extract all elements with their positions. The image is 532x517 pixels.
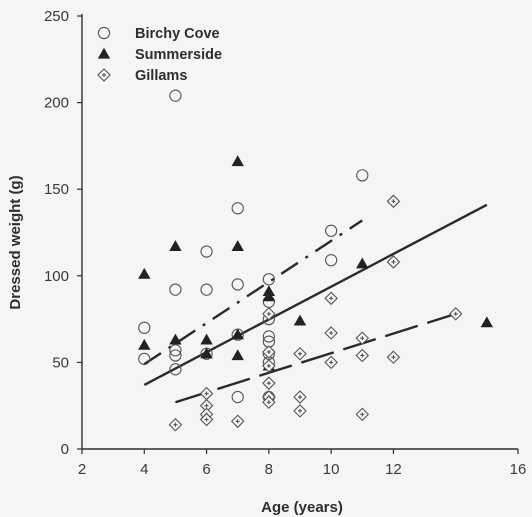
birchy-cove-point (169, 283, 182, 296)
birchy-cove-legend-label: Birchy Cove (135, 26, 220, 42)
axes (81, 14, 518, 450)
birchy-cove-point (324, 224, 338, 237)
gillams-legend-marker (97, 68, 111, 82)
gillams-point (262, 359, 276, 373)
birchy-cove-point (324, 254, 338, 267)
gillams-point (448, 307, 463, 321)
birchy-cove-point (200, 245, 213, 258)
y-axis-title: Dressed weight (g) (7, 175, 24, 309)
birchy-cove-point (138, 352, 151, 366)
y-tick-label: 200 (44, 95, 69, 112)
gillams-point (262, 395, 276, 410)
birchy-cove-point (138, 321, 151, 334)
birchy-cove-point (356, 169, 369, 182)
birchy-cove-legend-marker (97, 26, 111, 40)
gillams-point (355, 331, 370, 345)
birchy-cove-trend-line (143, 219, 363, 366)
gillams-point (262, 345, 276, 359)
birchy-cove-point (169, 344, 182, 357)
gillams-point (230, 414, 245, 429)
ticks: 2 4 6 8 10 12 16 0 50 100 150 200 250 (44, 8, 526, 478)
summerside-legend-label: Summerside (135, 47, 222, 63)
summerside-point (200, 333, 213, 345)
x-tick-label: 2 (78, 461, 86, 478)
gillams-point (386, 255, 401, 269)
summerside-point (480, 316, 494, 328)
y-tick-label: 150 (44, 181, 69, 198)
x-tick-label: 10 (323, 461, 340, 478)
gillams-point (386, 350, 401, 364)
summerside-point (200, 347, 213, 359)
birchy-cove-point (231, 278, 244, 291)
x-axis-title: Age (years) (261, 499, 343, 516)
x-tick-label: 4 (140, 461, 148, 478)
legend: Birchy Cove Summerside Gillams (97, 26, 222, 84)
birchy-cove-point (200, 283, 213, 296)
x-tick-label: 8 (265, 461, 273, 478)
x-tick-label: 12 (385, 461, 402, 478)
y-tick-label: 50 (52, 354, 69, 371)
trend-lines (143, 203, 488, 404)
summerside-point (138, 267, 151, 279)
gillams-point (355, 348, 370, 363)
birchy-cove-point (231, 390, 244, 404)
summerside-point (356, 257, 369, 269)
summerside-legend-marker (97, 47, 111, 59)
gillams-point (324, 355, 338, 370)
y-tick-label: 0 (61, 441, 69, 458)
data-points (138, 89, 494, 432)
gillams-point (293, 404, 307, 418)
gillams-legend-label: Gillams (135, 68, 187, 84)
summerside-point (262, 290, 276, 302)
gillams-point (355, 407, 370, 422)
gillams-point (199, 386, 214, 401)
summerside-point (231, 328, 244, 340)
gillams-point (199, 412, 214, 427)
gillams-point (262, 376, 276, 390)
x-tick-label: 6 (202, 461, 210, 478)
gillams-point (262, 307, 276, 321)
summerside-point (293, 314, 307, 326)
y-tick-label: 100 (44, 268, 69, 285)
birchy-cove-point (169, 363, 182, 376)
gillams-trend-line (175, 312, 457, 404)
gillams-point (168, 417, 183, 432)
summerside-point (138, 338, 151, 350)
summerside-point (231, 240, 244, 252)
summerside-point (231, 155, 244, 167)
gillams-point (293, 390, 307, 404)
gillams-point (293, 346, 307, 361)
birchy-cove-point (169, 89, 182, 102)
y-tick-label: 250 (44, 8, 69, 25)
summerside-point (169, 333, 182, 345)
summerside-point (231, 349, 244, 361)
gillams-point (324, 326, 338, 340)
gillams-point (386, 194, 401, 209)
birchy-cove-point (169, 349, 182, 362)
birchy-cove-point (262, 273, 276, 286)
birchy-cove-point (231, 202, 244, 215)
gillams-point (324, 291, 338, 306)
summerside-point (169, 240, 182, 252)
x-tick-label: 16 (510, 461, 527, 478)
birchy-cove-point (262, 330, 276, 343)
